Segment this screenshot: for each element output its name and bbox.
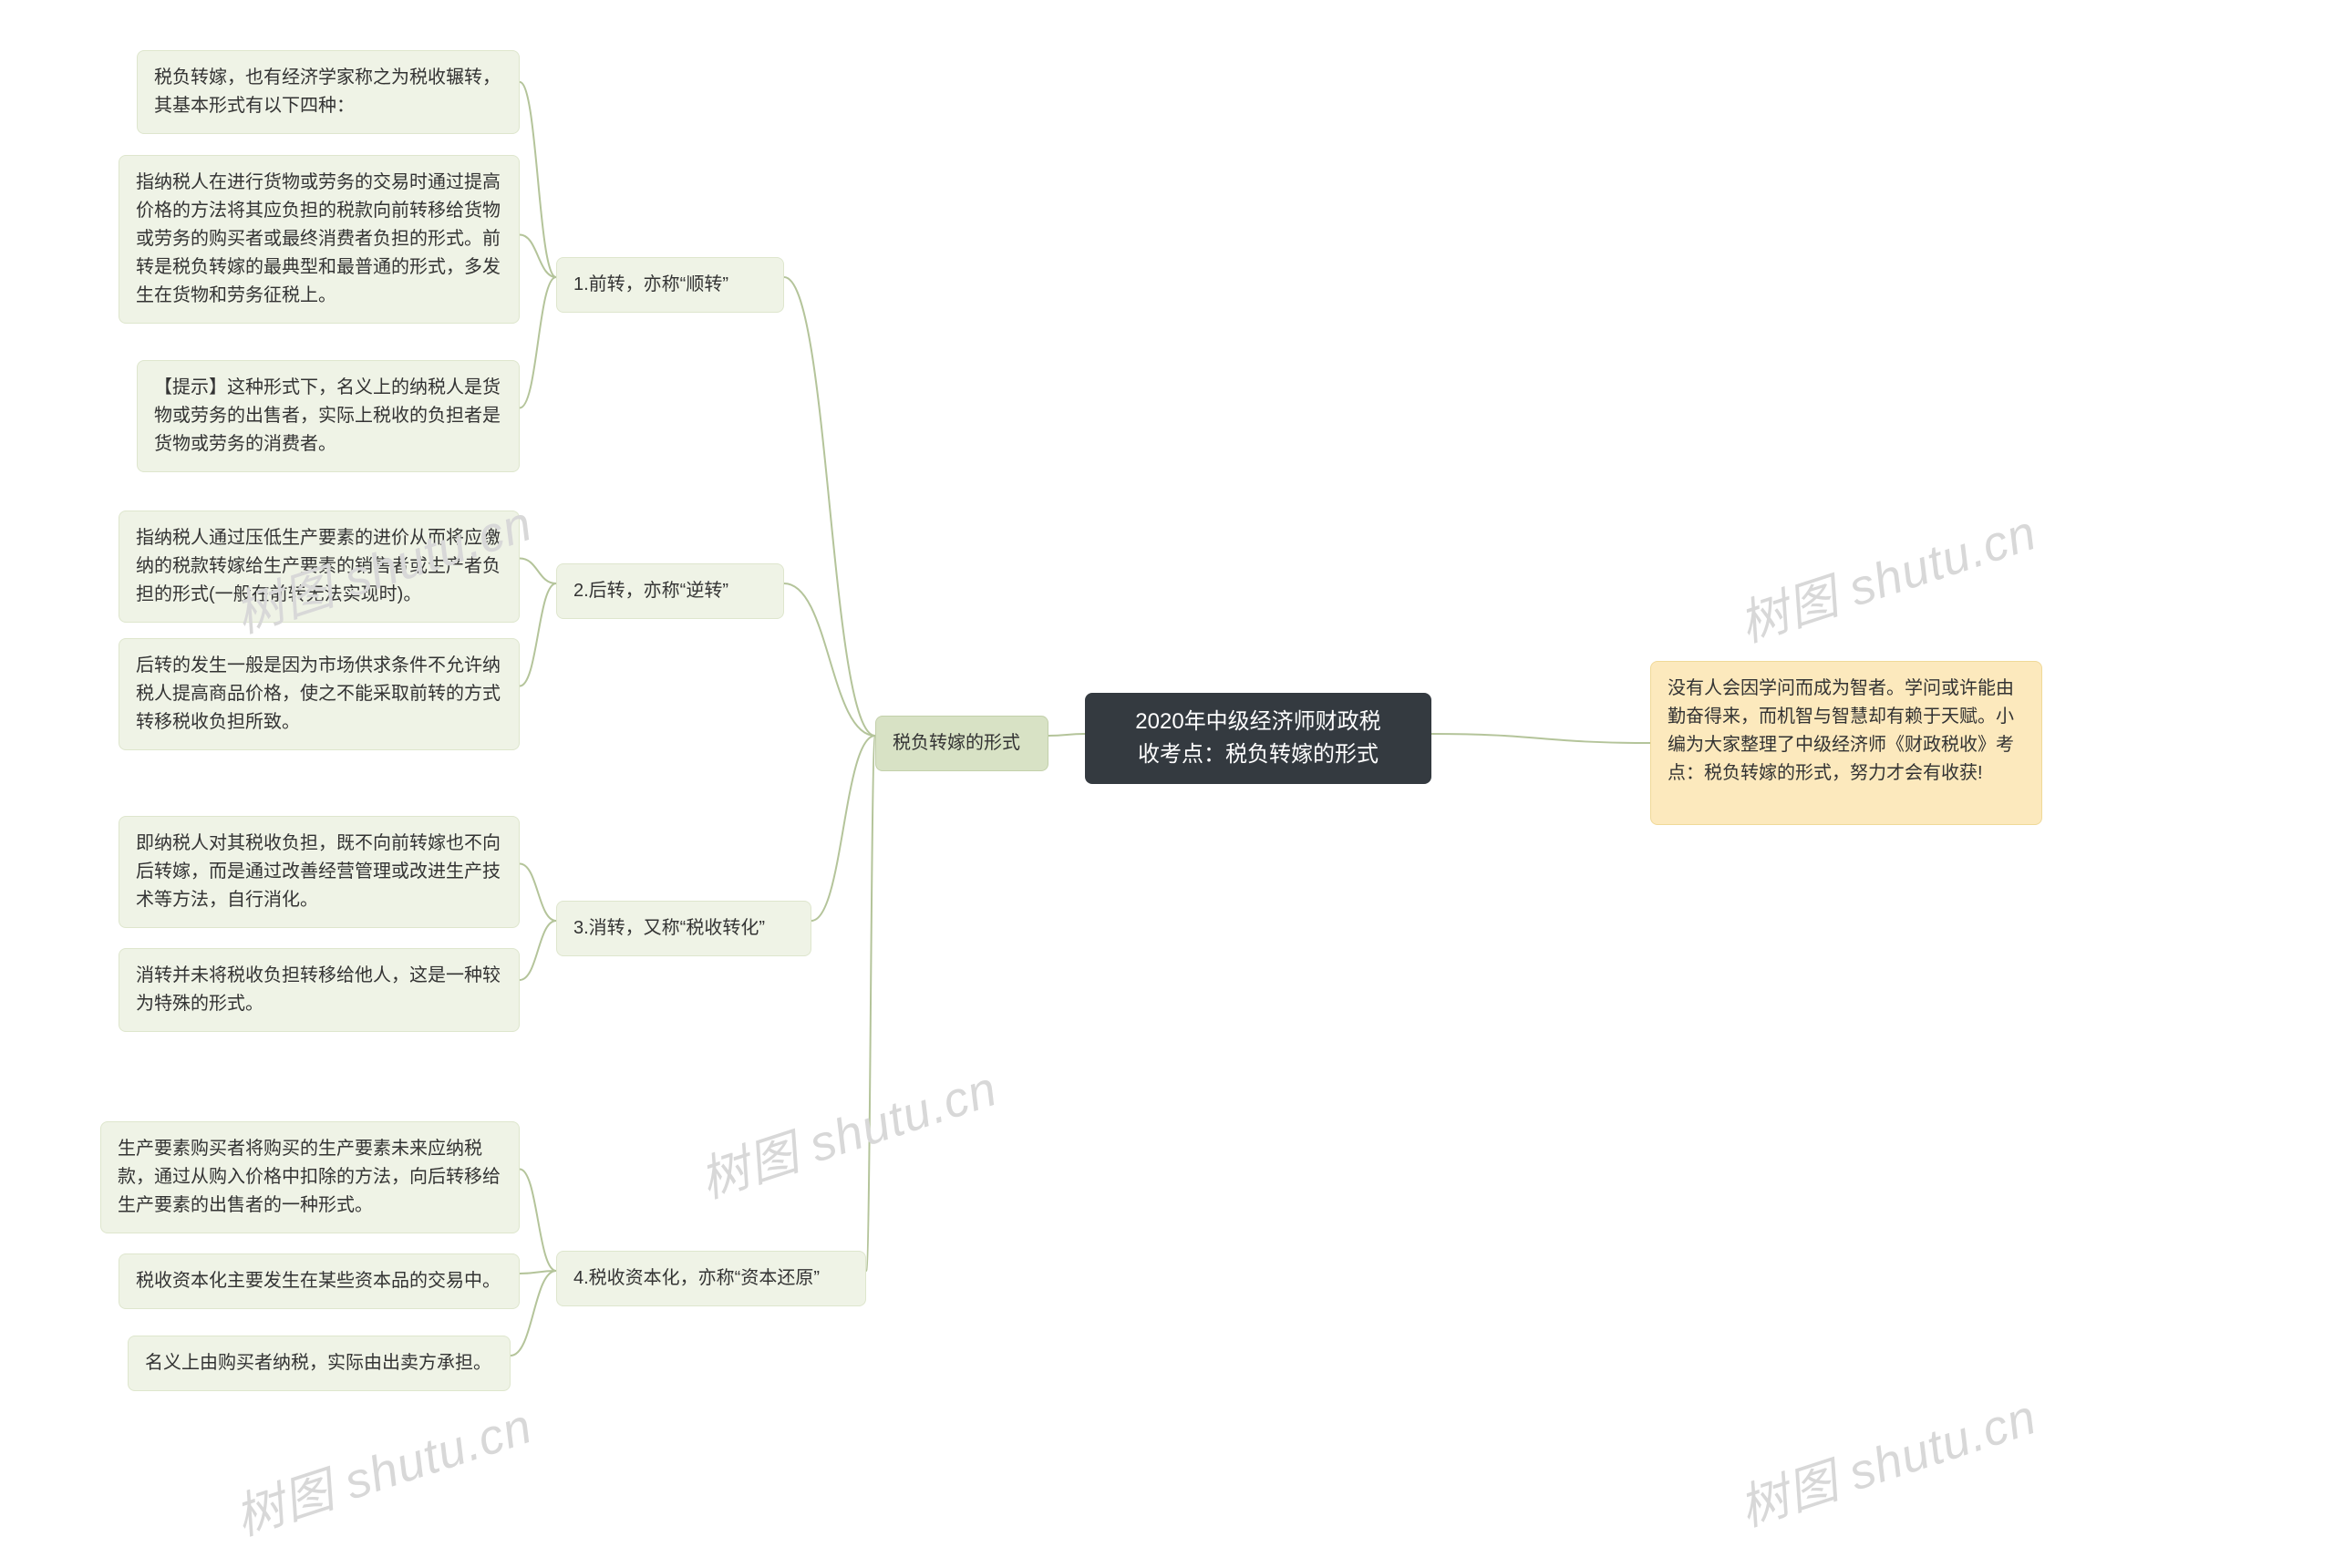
branch-4-leaf-2: 税收资本化主要发生在某些资本品的交易中。 xyxy=(119,1253,520,1309)
branch-2-title: 2.后转，亦称“逆转” xyxy=(556,563,784,619)
branch-2-leaf-2: 后转的发生一般是因为市场供求条件不允许纳税人提高商品价格，使之不能采取前转的方式… xyxy=(119,638,520,750)
watermark: 树图 shutu.cn xyxy=(1729,492,2044,656)
branch-4-title: 4.税收资本化，亦称“资本还原” xyxy=(556,1251,866,1306)
root-node: 2020年中级经济师财政税 收考点：税负转嫁的形式 xyxy=(1085,693,1431,784)
root-line1: 2020年中级经济师财政税 xyxy=(1135,709,1380,734)
branch-1-leaf-2: 指纳税人在进行货物或劳务的交易时通过提高价格的方法将其应负担的税款向前转移给货物… xyxy=(119,155,520,324)
intro-node: 没有人会因学问而成为智者。学问或许能由勤奋得来，而机智与智慧却有赖于天赋。小编为… xyxy=(1650,661,2042,825)
branch-4-leaf-3: 名义上由购买者纳税，实际由出卖方承担。 xyxy=(128,1336,511,1391)
category-node: 税负转嫁的形式 xyxy=(875,716,1048,771)
branch-2-leaf-1: 指纳税人通过压低生产要素的进价从而将应缴纳的税款转嫁给生产要素的销售者或生产者负… xyxy=(119,511,520,623)
branch-3-leaf-1: 即纳税人对其税收负担，既不向前转嫁也不向后转嫁，而是通过改善经营管理或改进生产技… xyxy=(119,816,520,928)
branch-3-title: 3.消转，又称“税收转化” xyxy=(556,901,811,956)
branch-3-leaf-2: 消转并未将税收负担转移给他人，这是一种较为特殊的形式。 xyxy=(119,948,520,1032)
watermark: 树图 shutu.cn xyxy=(1729,1377,2044,1541)
watermark: 树图 shutu.cn xyxy=(689,1048,1005,1212)
branch-1-leaf-1: 税负转嫁，也有经济学家称之为税收辗转，其基本形式有以下四种： xyxy=(137,50,520,134)
watermark: 树图 shutu.cn xyxy=(224,1386,540,1550)
root-line2: 收考点：税负转嫁的形式 xyxy=(1138,742,1379,767)
branch-1-leaf-3: 【提示】这种形式下，名义上的纳税人是货物或劳务的出售者，实际上税收的负担者是货物… xyxy=(137,360,520,472)
branch-1-title: 1.前转，亦称“顺转” xyxy=(556,257,784,313)
branch-4-leaf-1: 生产要素购买者将购买的生产要素未来应纳税款，通过从购入价格中扣除的方法，向后转移… xyxy=(100,1121,520,1233)
